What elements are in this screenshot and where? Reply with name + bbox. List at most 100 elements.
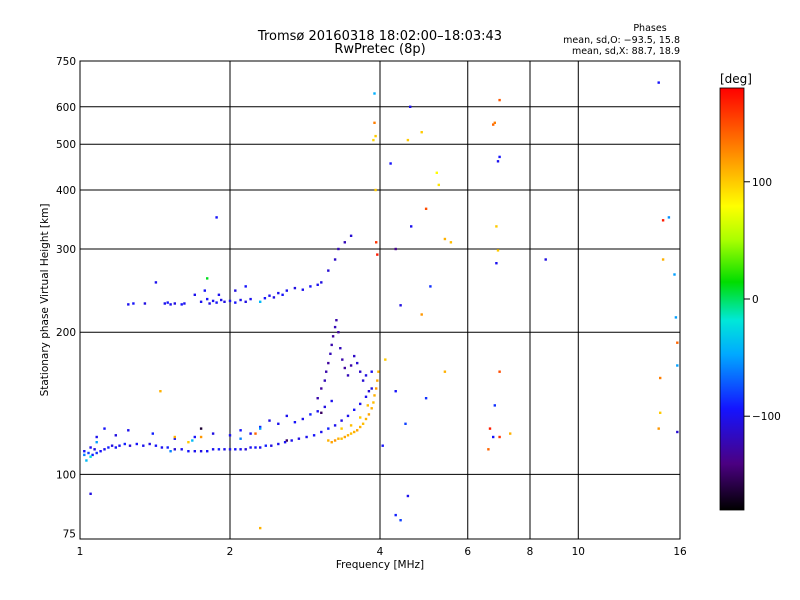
- data-point: [285, 289, 288, 292]
- data-point: [333, 439, 337, 442]
- data-point: [199, 450, 203, 453]
- data-point: [191, 439, 194, 442]
- data-point: [259, 526, 262, 530]
- y-tick-label: 400: [56, 185, 76, 197]
- data-point: [268, 294, 271, 297]
- data-point: [159, 390, 162, 393]
- data-point: [290, 439, 293, 442]
- data-point: [199, 300, 203, 303]
- data-point: [325, 370, 328, 373]
- data-point: [234, 289, 237, 292]
- data-point: [443, 370, 447, 373]
- data-point: [193, 293, 196, 296]
- data-point: [208, 302, 211, 305]
- data-point: [281, 293, 284, 296]
- data-point: [406, 494, 410, 498]
- data-point: [217, 293, 221, 296]
- data-point: [370, 370, 373, 373]
- data-point: [356, 429, 359, 432]
- data-point: [211, 448, 215, 451]
- data-point: [406, 138, 410, 142]
- data-point: [309, 285, 312, 288]
- data-point: [89, 455, 92, 458]
- data-point: [353, 430, 356, 434]
- data-point: [180, 303, 183, 306]
- data-point: [285, 414, 288, 418]
- data-point: [259, 425, 262, 429]
- colorbar-tick-label: 100: [752, 177, 772, 189]
- data-point: [160, 446, 164, 449]
- x-tick-label: 4: [377, 546, 384, 558]
- data-point: [367, 390, 371, 393]
- data-point: [333, 424, 337, 427]
- y-tick-label: 200: [56, 327, 76, 339]
- data-point: [394, 513, 397, 517]
- data-point: [676, 364, 679, 367]
- data-point: [337, 247, 340, 251]
- data-point: [676, 430, 679, 434]
- data-point: [110, 444, 114, 447]
- data-point: [297, 437, 301, 440]
- data-point: [301, 288, 304, 291]
- data-point: [364, 395, 368, 398]
- phase-stats-x: mean, sd,X: 88.7, 18.9: [572, 46, 680, 57]
- data-point: [320, 411, 323, 414]
- data-point: [323, 379, 326, 382]
- data-point: [399, 304, 402, 307]
- data-point: [173, 302, 176, 305]
- data-point: [346, 414, 350, 418]
- data-point: [173, 437, 176, 440]
- data-point: [330, 399, 333, 403]
- data-point: [166, 446, 169, 449]
- plot-frame: [79, 60, 681, 540]
- colorbar: [719, 87, 745, 511]
- data-point: [340, 437, 343, 440]
- data-points: [83, 81, 679, 530]
- data-point: [323, 405, 326, 409]
- data-point: [657, 427, 660, 430]
- data-point: [206, 450, 209, 453]
- data-point: [217, 448, 221, 451]
- data-point: [409, 105, 412, 108]
- data-point: [244, 448, 247, 451]
- data-point: [370, 407, 373, 410]
- data-point: [364, 374, 368, 377]
- data-point: [373, 394, 376, 397]
- data-point: [89, 492, 92, 495]
- data-point: [359, 425, 362, 429]
- data-point: [327, 427, 330, 430]
- y-tick-label: 600: [56, 102, 76, 114]
- data-point: [384, 358, 387, 361]
- colorbar-label: [deg]: [720, 72, 752, 86]
- data-point: [339, 347, 342, 350]
- data-point: [343, 366, 346, 370]
- data-point: [228, 434, 232, 437]
- data-point: [249, 297, 252, 301]
- data-point: [492, 123, 495, 126]
- data-point: [254, 446, 257, 449]
- data-point: [356, 361, 359, 365]
- data-point: [103, 448, 106, 451]
- data-point: [123, 442, 126, 446]
- data-point: [320, 430, 323, 434]
- x-axis-label: Frequency [MHz]: [336, 559, 424, 571]
- data-point: [193, 435, 196, 439]
- data-point: [259, 446, 262, 449]
- data-point: [349, 364, 353, 367]
- data-point: [211, 299, 215, 303]
- data-point: [283, 441, 287, 444]
- data-point: [142, 444, 145, 447]
- data-point: [148, 442, 151, 446]
- data-point: [316, 397, 319, 400]
- data-point: [199, 435, 203, 439]
- data-point: [228, 448, 232, 451]
- data-point: [437, 183, 440, 187]
- data-point: [211, 432, 215, 435]
- data-point: [349, 424, 353, 427]
- y-tick-label: 500: [56, 139, 76, 151]
- data-point: [361, 422, 365, 425]
- data-point: [495, 262, 498, 265]
- chart-subtitle: RwPretec (8p): [334, 42, 425, 57]
- data-point: [293, 286, 297, 290]
